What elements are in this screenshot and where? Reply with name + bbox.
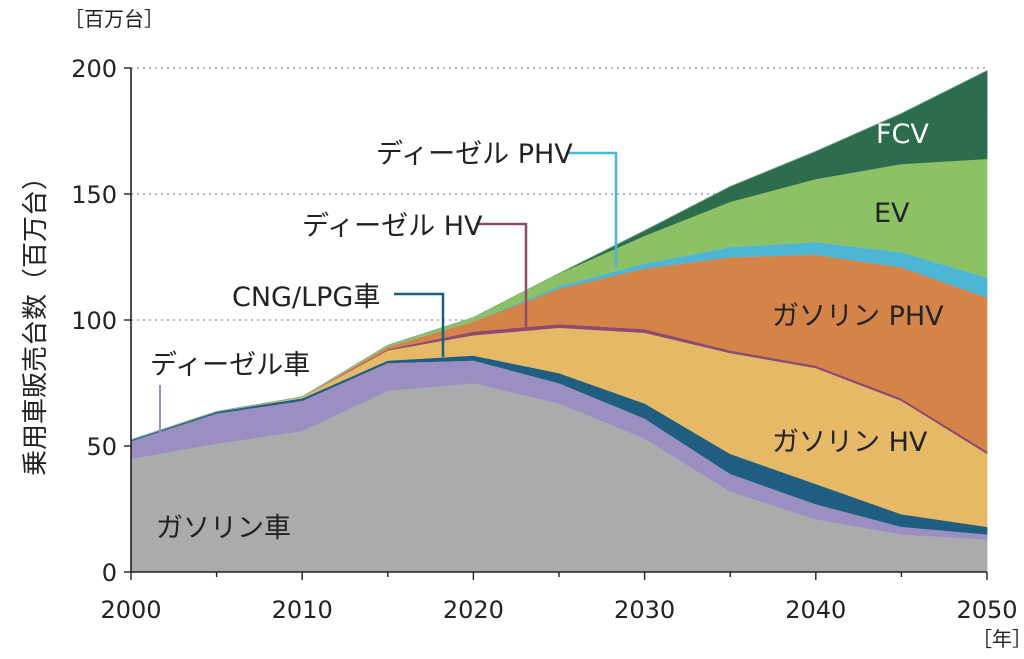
label-gasoline-phv: ガソリン PHV xyxy=(772,301,944,332)
area-FCV xyxy=(130,69,988,441)
x-tick-label-2030: 2030 xyxy=(614,596,675,624)
label-ev: EV xyxy=(874,198,910,229)
tick-labels: 0 50 100 150 200 2000 2010 2020 2030 2040 2050 xyxy=(71,55,1017,624)
leader-diesel-hv xyxy=(476,222,528,327)
callout-diesel-phv: ディーゼル PHV xyxy=(376,139,573,170)
y-unit-label: ［百万台］ xyxy=(64,7,164,31)
leader-cng-lpg xyxy=(394,292,445,357)
label-gasoline-car: ガソリン車 xyxy=(156,513,291,544)
axes xyxy=(124,67,988,580)
x-tick-label-2000: 2000 xyxy=(100,596,161,624)
y-tick-label-100: 100 xyxy=(71,307,117,335)
y-axis-title: 乗用車販売台数（百万台） xyxy=(21,164,51,476)
x-tick-label-2010: 2010 xyxy=(272,596,333,624)
x-unit-label: ［年］ xyxy=(972,627,1024,651)
callout-cng-lpg: CNG/LPG車 xyxy=(232,282,380,313)
area-series xyxy=(130,69,988,573)
y-tick-label-50: 50 xyxy=(86,433,117,461)
label-fcv: FCV xyxy=(876,119,929,150)
callout-diesel-hv: ディーゼル HV xyxy=(302,211,483,242)
leader-diesel-phv xyxy=(566,151,618,268)
callout-diesel-car: ディーゼル車 xyxy=(150,350,310,381)
label-gasoline-hv: ガソリン HV xyxy=(772,427,928,458)
x-tick-label-2040: 2040 xyxy=(785,596,846,624)
y-tick-label-150: 150 xyxy=(71,181,117,209)
x-tick-label-2050: 2050 xyxy=(956,596,1017,624)
callout-lines xyxy=(159,151,618,432)
y-tick-label-0: 0 xyxy=(102,559,117,587)
area-edge-8 xyxy=(130,70,988,441)
y-tick-label-200: 200 xyxy=(71,55,117,83)
x-tick-label-2020: 2020 xyxy=(443,596,504,624)
